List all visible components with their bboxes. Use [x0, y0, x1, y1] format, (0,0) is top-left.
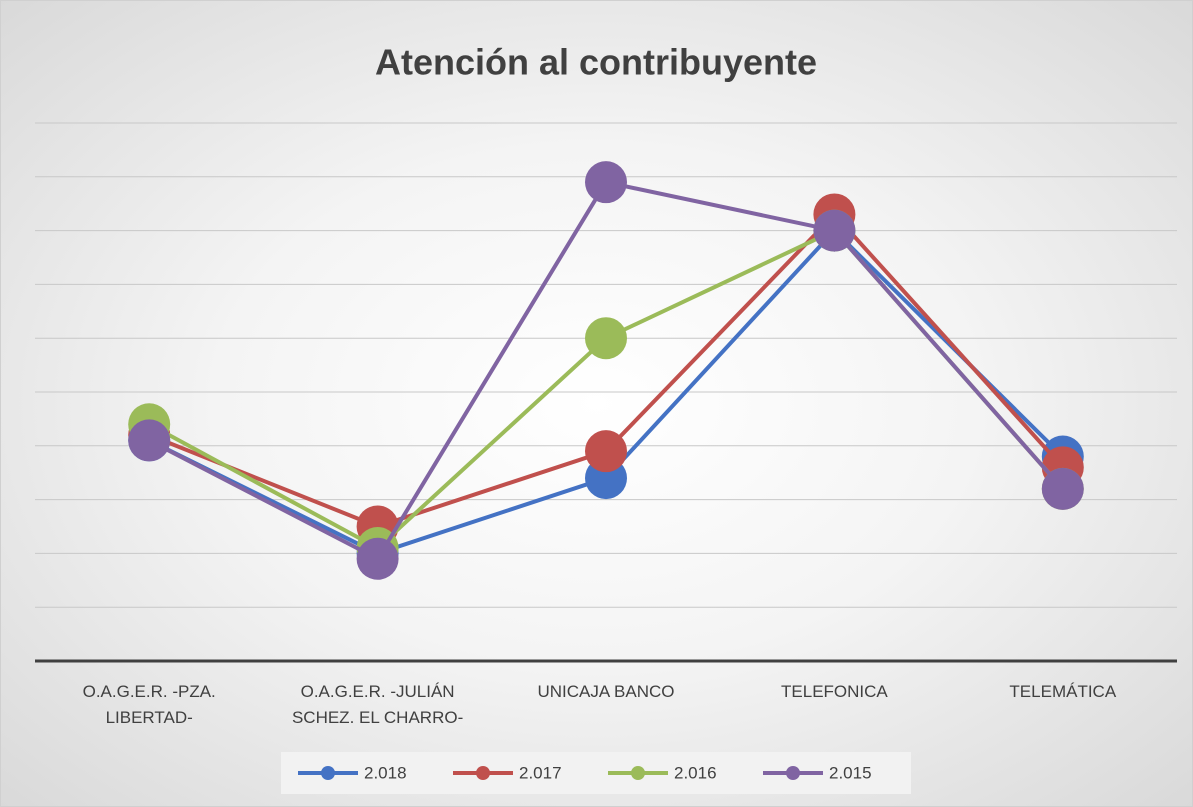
marker: [1041, 467, 1084, 510]
legend-label: 2.016: [674, 763, 717, 782]
marker: [356, 537, 399, 580]
marker: [585, 430, 627, 473]
series-line: [148, 228, 1065, 551]
x-tick-label: TELEMÁTICA: [1009, 682, 1117, 701]
legend-label: 2.015: [829, 763, 872, 782]
legend-marker: [786, 766, 800, 780]
x-tick-label: UNICAJA BANCO: [537, 682, 675, 701]
x-tick-label: O.A.G.E.R. -JULIÁN SCHEZ. EL CHARRO-: [291, 682, 464, 727]
marker: [128, 419, 171, 462]
marker: [585, 317, 627, 360]
x-tick-label: O.A.G.E.R. -PZA. LIBERTAD-: [82, 682, 216, 727]
chart-title: Atención al contribuyente: [375, 42, 817, 83]
series-line: [148, 180, 1065, 561]
legend-marker: [321, 766, 335, 780]
legend-marker: [631, 766, 645, 780]
legend-label: 2.017: [519, 763, 562, 782]
legend-label: 2.018: [364, 763, 407, 782]
legend-marker: [476, 766, 490, 780]
marker: [585, 161, 627, 204]
x-tick-label: TELEFONICA: [781, 682, 888, 701]
marker: [813, 209, 856, 252]
